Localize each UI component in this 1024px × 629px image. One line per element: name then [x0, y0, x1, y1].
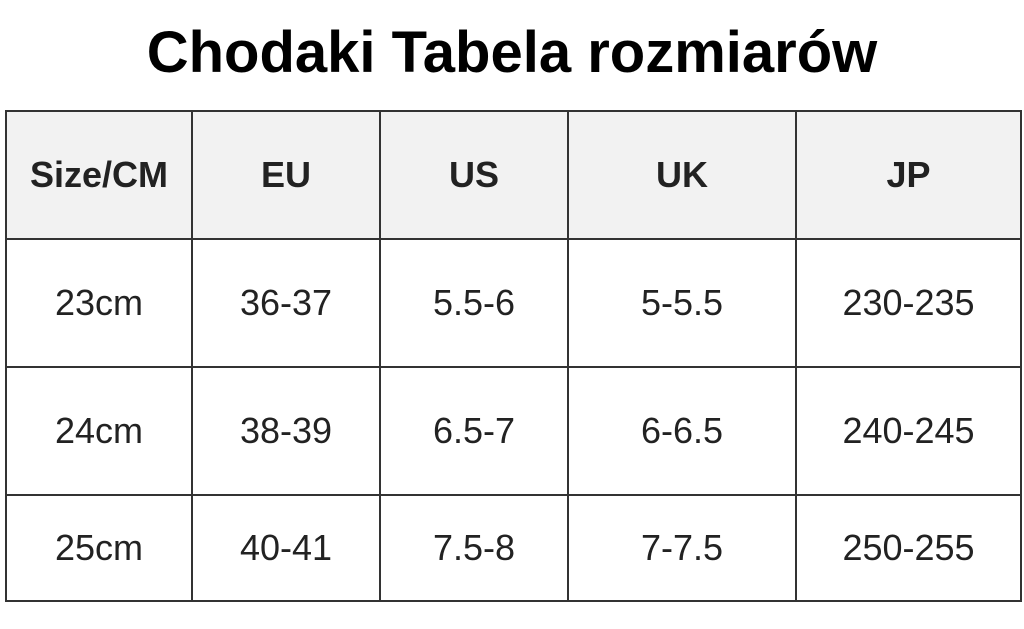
table-cell: 36-37 [191, 238, 381, 368]
table-row: 23cm 36-37 5.5-6 5-5.5 230-235 [5, 238, 1022, 368]
page-title: Chodaki Tabela rozmiarów [146, 20, 878, 85]
header-cell: Size/CM [5, 110, 193, 240]
table-cell: 24cm [5, 366, 193, 496]
size-table: Size/CM EU US UK JP 23cm 36-37 5.5-6 5-5.5 230-2… [5, 110, 1022, 602]
table-cell: 230-235 [795, 238, 1022, 368]
header-cell: JP [795, 110, 1022, 240]
table-cell: 40-41 [191, 494, 381, 602]
table-cell: 250-255 [795, 494, 1022, 602]
table-cell: 5-5.5 [567, 238, 797, 368]
header-cell: UK [567, 110, 797, 240]
table-row: 24cm 38-39 6.5-7 6-6.5 240-245 [5, 366, 1022, 496]
table-cell: 5.5-6 [379, 238, 569, 368]
header-cell: US [379, 110, 569, 240]
table-cell: 7.5-8 [379, 494, 569, 602]
table-cell: 25cm [5, 494, 193, 602]
table-cell: 23cm [5, 238, 193, 368]
table-row: 25cm 40-41 7.5-8 7-7.5 250-255 [5, 494, 1022, 602]
table-cell: 6.5-7 [379, 366, 569, 496]
table-cell: 7-7.5 [567, 494, 797, 602]
table-body: 23cm 36-37 5.5-6 5-5.5 230-235 24cm 38-39 6.5-7… [5, 238, 1022, 602]
table-cell: 38-39 [191, 366, 381, 496]
header-row: Size/CM EU US UK JP [5, 110, 1022, 240]
table-cell: 240-245 [795, 366, 1022, 496]
header-cell: EU [191, 110, 381, 240]
table-cell: 6-6.5 [567, 366, 797, 496]
